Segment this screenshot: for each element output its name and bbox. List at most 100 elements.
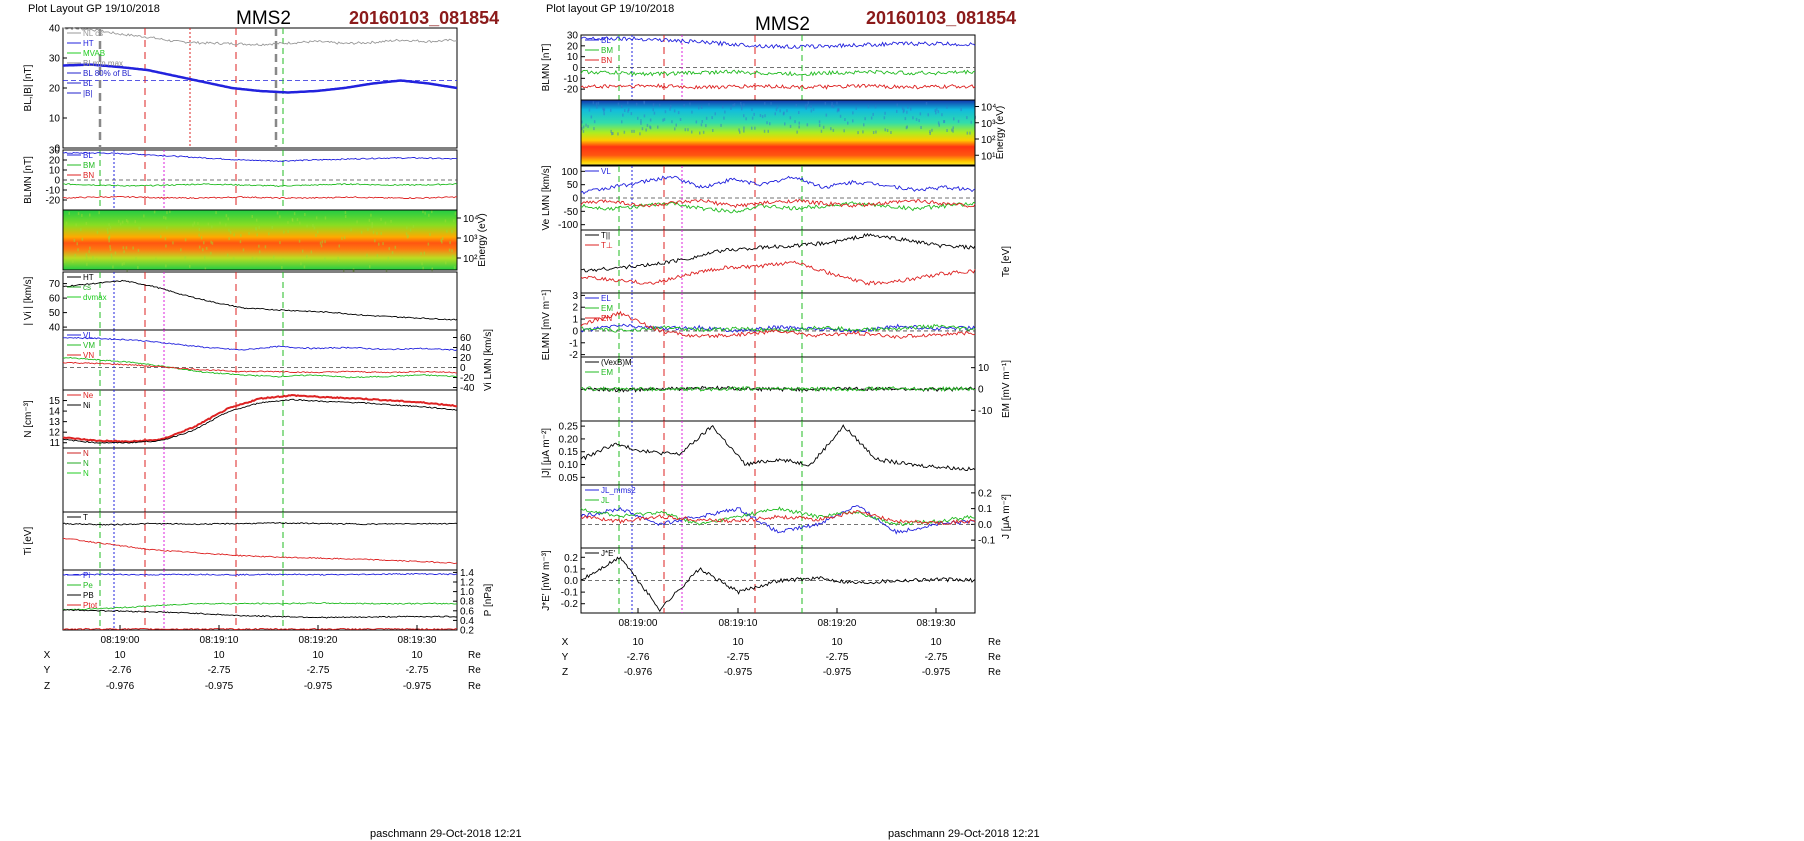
- spectrogram-pixel: [451, 230, 453, 233]
- y-tick-label: -20: [564, 85, 579, 96]
- spectrogram-pixel: [740, 102, 742, 105]
- y-tick-label: 30: [49, 146, 61, 157]
- spectrogram-pixel: [337, 256, 339, 260]
- spectrogram-pixel: [431, 210, 433, 214]
- spectrogram-pixel: [764, 102, 766, 106]
- legend-entry: Pe: [83, 581, 93, 590]
- spectrogram-pixel: [677, 111, 680, 115]
- spectrogram-pixel: [422, 266, 424, 270]
- spectrogram-pixel: [378, 242, 380, 246]
- spectrogram-pixel: [960, 108, 962, 112]
- spectrogram-pixel: [691, 110, 693, 114]
- spectrogram-pixel: [789, 116, 792, 120]
- legend-entry: HT: [83, 273, 94, 282]
- spectrogram-pixel: [107, 230, 109, 234]
- spectrogram-pixel: [287, 229, 289, 233]
- y-tick-label: -0.2: [561, 599, 579, 610]
- series-line-T||: [580, 260, 976, 286]
- spectrogram-pixel: [315, 216, 318, 220]
- spectrogram-pixel: [421, 262, 423, 266]
- legend-entry: PB: [83, 591, 94, 600]
- spectrogram-pixel: [282, 258, 284, 262]
- y-tick-label: 10⁴: [463, 214, 478, 225]
- spectrogram-pixel: [652, 103, 655, 107]
- spectrogram-pixel: [422, 210, 424, 214]
- spectrogram-pixel: [376, 254, 379, 258]
- spectrogram-pixel: [276, 211, 279, 215]
- spectrogram-pixel: [874, 105, 877, 109]
- spectrogram-pixel: [356, 220, 358, 224]
- series-line-VN: [62, 361, 457, 374]
- y-axis-label: | Vi | [km/s]: [23, 276, 34, 325]
- spectrogram-pixel: [428, 213, 430, 217]
- spectrogram-pixel: [830, 127, 832, 131]
- spectrogram-pixel: [770, 102, 772, 106]
- y-tick-label: -10: [46, 186, 61, 197]
- spectrogram-pixel: [65, 221, 68, 225]
- spectrogram-pixel: [420, 252, 422, 256]
- spectrogram-pixel: [915, 117, 918, 121]
- spectrogram-pixel: [202, 248, 204, 252]
- spectrogram-pixel: [108, 223, 110, 227]
- ephemeris-value: -2.76: [627, 652, 650, 663]
- ephemeris-value: -0.975: [304, 681, 333, 692]
- spectrogram-pixel: [427, 242, 430, 246]
- series-line-VN: [580, 198, 976, 209]
- spectrogram-pixel: [931, 128, 933, 132]
- spectrogram-pixel: [320, 244, 323, 248]
- ephemeris-value: -0.975: [724, 667, 753, 678]
- spectrogram-pixel: [751, 116, 754, 120]
- spectrogram-pixel: [135, 257, 137, 261]
- y-tick-label: 10²: [981, 135, 996, 146]
- spectrogram-pixel: [805, 106, 807, 110]
- series-line-T⊥: [580, 232, 976, 273]
- legend-entry: EM: [601, 304, 613, 313]
- y-axis-label: Te [eV]: [1001, 246, 1012, 277]
- spectrogram-pixel: [441, 240, 443, 244]
- y-axis-label: BL,|B| [nT]: [23, 64, 34, 111]
- spectrogram-pixel: [200, 236, 203, 240]
- spectrogram-pixel: [739, 130, 741, 134]
- spectrogram-pixel: [610, 108, 612, 112]
- spectrogram-pixel: [867, 105, 870, 109]
- spectrogram-pixel: [453, 219, 455, 223]
- y-axis-label: Vi LMN [km/s]: [483, 329, 494, 391]
- spectrogram-pixel: [380, 217, 382, 221]
- legend-entry: BLmin max: [83, 59, 123, 68]
- legend-entry: JL: [601, 496, 610, 505]
- spectrogram-pixel: [633, 129, 635, 133]
- series-line-BM: [62, 183, 458, 188]
- spectrogram-pixel: [700, 123, 703, 127]
- spectrogram-pixel: [649, 125, 651, 129]
- spectrogram-pixel: [122, 246, 125, 250]
- ephemeris-value: -0.976: [106, 681, 135, 692]
- spectrogram-pixel: [820, 129, 823, 133]
- spectrogram-pixel: [699, 131, 701, 135]
- spectrogram-pixel: [424, 211, 426, 215]
- spectrogram-pixel: [581, 120, 583, 124]
- y-tick-label: 1.0: [460, 587, 474, 598]
- spectrogram-pixel: [836, 109, 839, 113]
- spectrogram-pixel: [622, 113, 624, 117]
- legend-entry: N: [83, 449, 89, 458]
- y-tick-label: -2: [569, 350, 578, 361]
- spectrogram-pixel: [662, 118, 664, 122]
- ephemeris-value: 10: [732, 637, 744, 648]
- spectrogram-pixel: [670, 104, 672, 108]
- ephemeris-value: -0.975: [823, 667, 852, 678]
- series-line-PB: [62, 609, 457, 619]
- spectrogram-pixel: [72, 259, 74, 263]
- spectrogram-pixel: [724, 110, 726, 114]
- spectrogram-pixel: [838, 108, 840, 112]
- ephemeris-value: -0.975: [922, 667, 951, 678]
- series-line-Ptot: [62, 572, 458, 576]
- spectrogram-pixel: [671, 120, 673, 124]
- spectrogram-pixel: [300, 262, 302, 266]
- spectrogram-pixel: [664, 110, 667, 114]
- spectrogram-pixel: [317, 230, 319, 234]
- spectrogram-pixel: [937, 110, 940, 114]
- spectrogram-pixel: [918, 119, 920, 123]
- y-tick-label: 0.20: [559, 434, 579, 445]
